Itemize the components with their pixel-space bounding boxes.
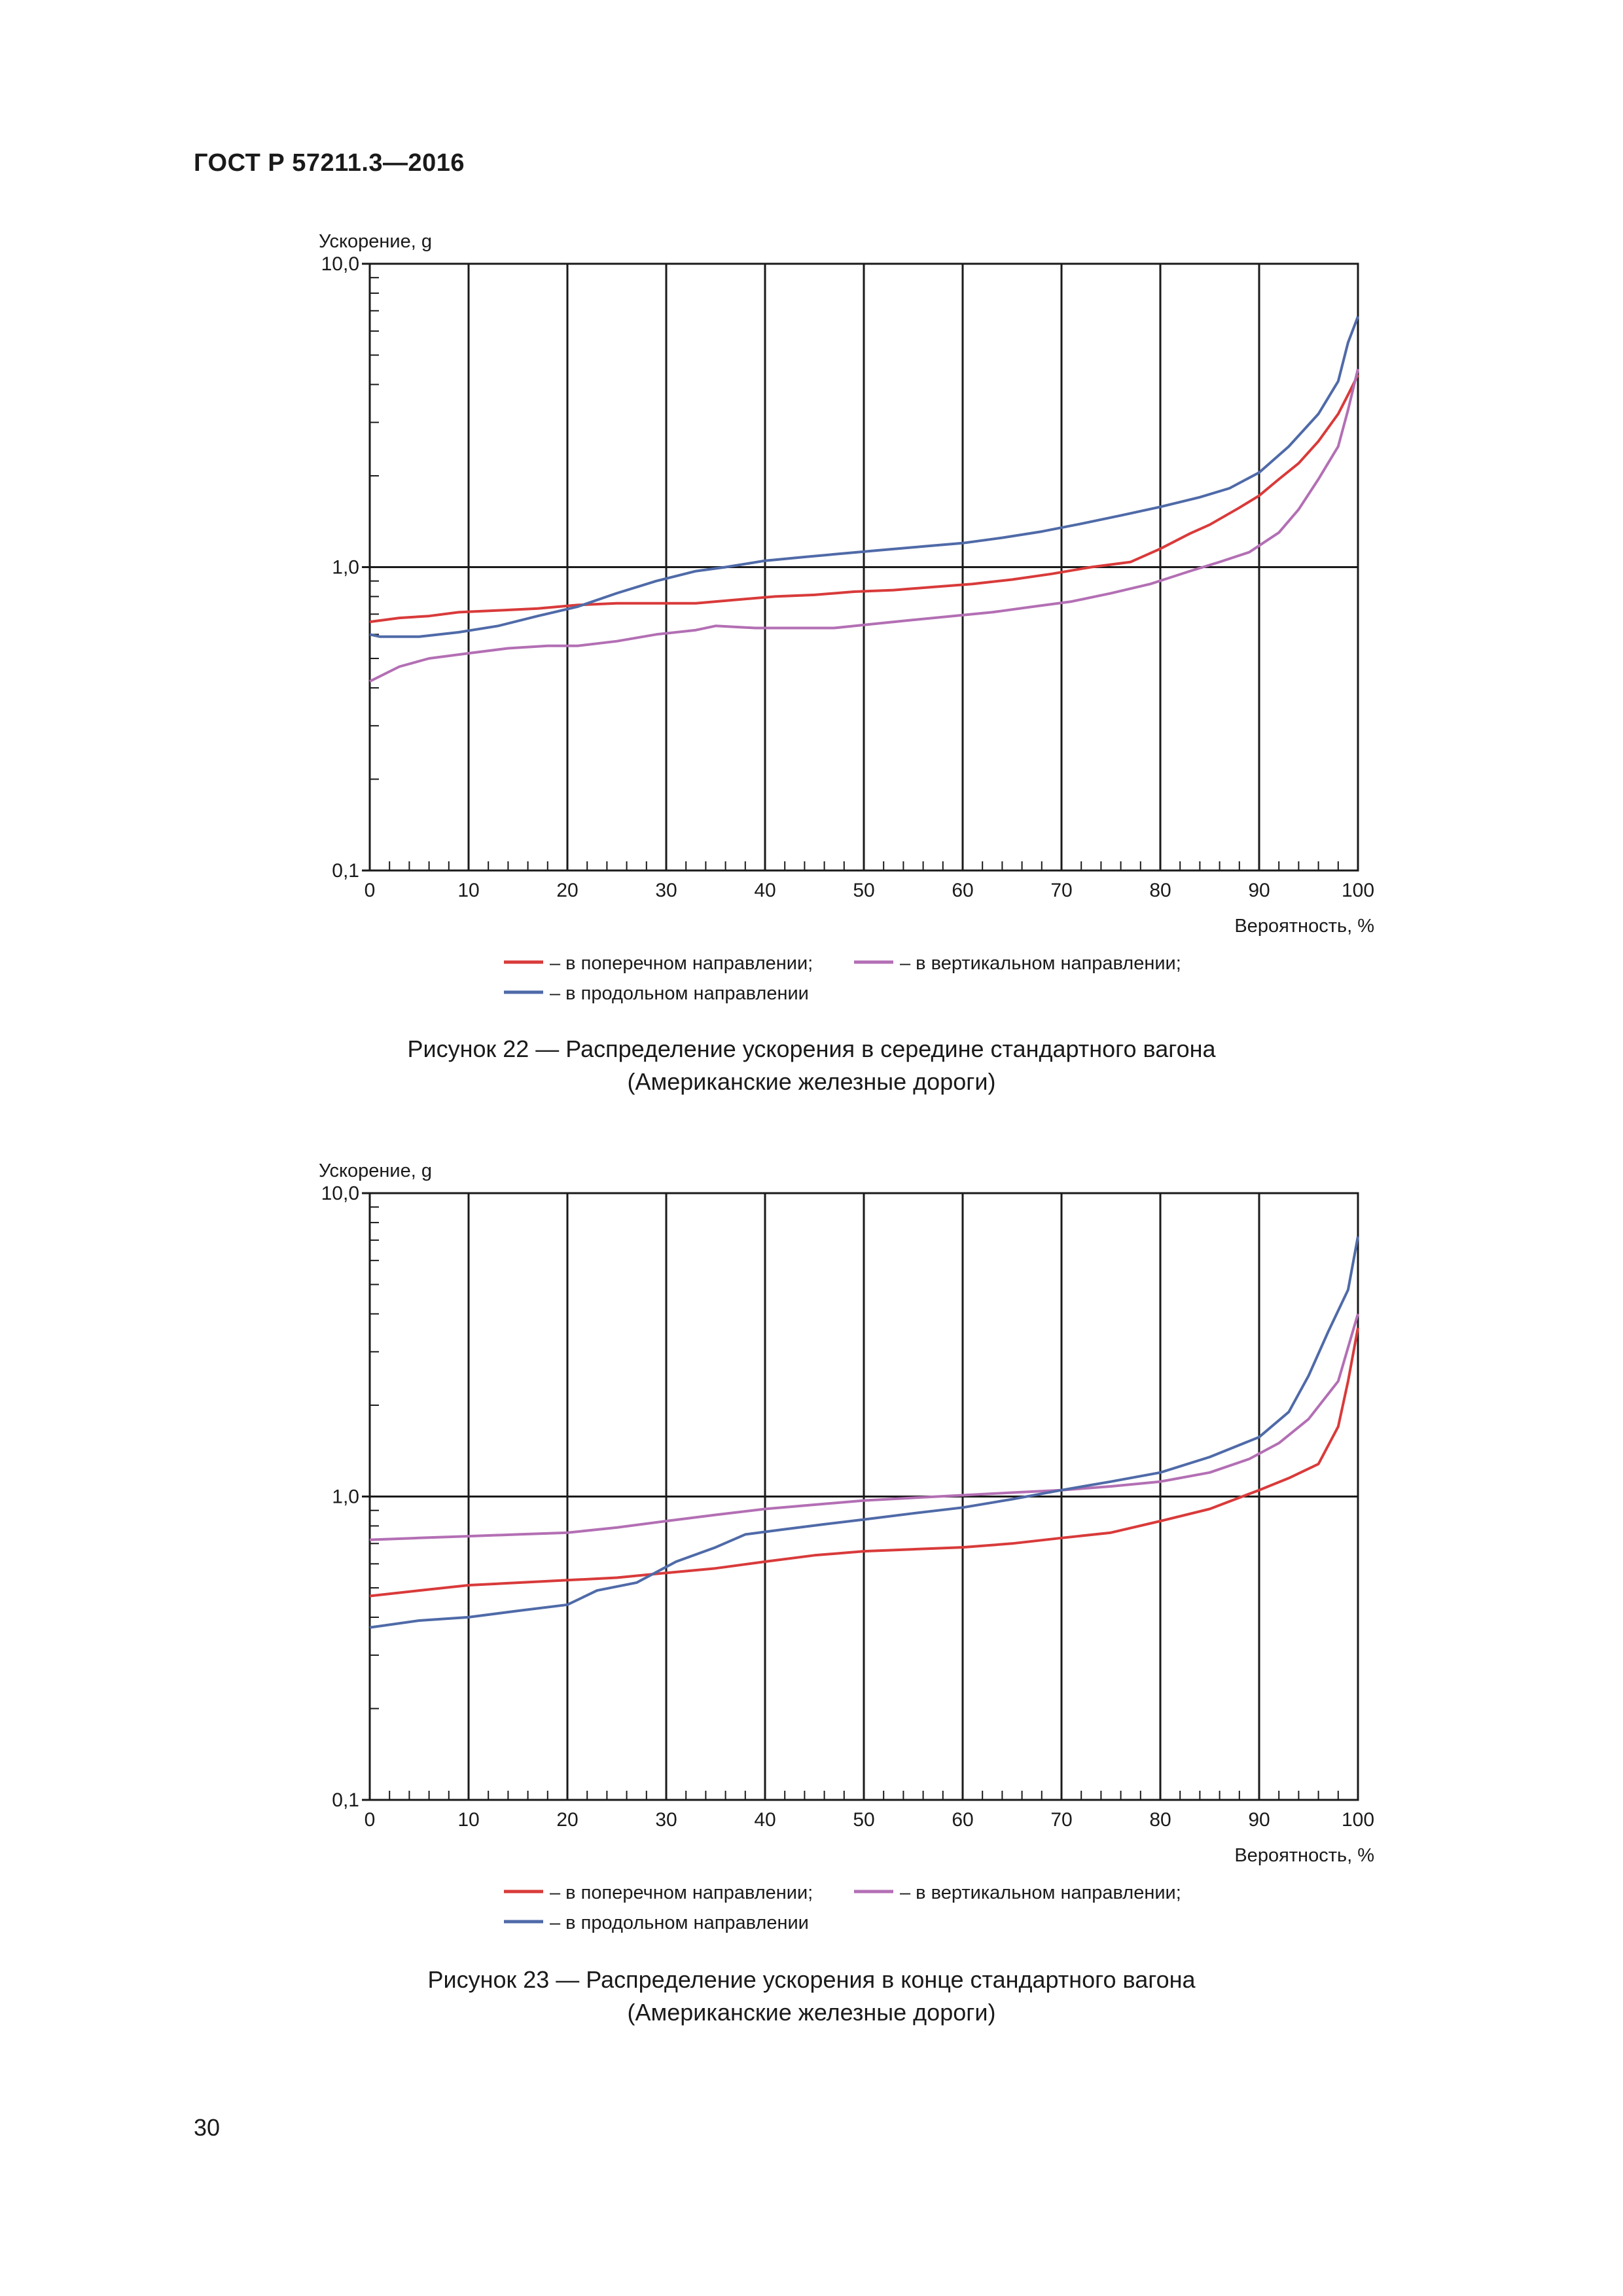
y-axis-label: Ускорение, g	[319, 1160, 432, 1181]
legend: – в поперечном направлении; – в вертикал…	[504, 1882, 1181, 1933]
caption-line-1: Рисунок 23 — Распределение ускорения в к…	[427, 1966, 1196, 1993]
document-header: ГОСТ Р 57211.3—2016	[194, 149, 465, 177]
x-tick-label: 20	[556, 880, 578, 901]
series-line-transverse	[369, 1327, 1359, 1598]
x-tick-label: 40	[754, 880, 776, 901]
legend: – в поперечном направлении; – в вертикал…	[504, 953, 1181, 1004]
y-axis-label: Ускорение, g	[319, 231, 432, 252]
y-tick-label: 10,0	[321, 253, 359, 275]
x-axis-label: Вероятность, %	[1234, 1845, 1374, 1866]
caption-line-2: (Американские железные дороги)	[627, 1999, 996, 2026]
caption-line-2: (Американские железные дороги)	[627, 1068, 996, 1095]
legend-label-transverse: – в поперечном направлении;	[550, 953, 813, 974]
plot-area: 0 10 20 30 40 50 60 70 80 90 100 10,0 1,0 0,1	[321, 1183, 1374, 1831]
x-tick-label: 50	[853, 1809, 874, 1831]
x-tick-label: 100	[1342, 880, 1374, 901]
figure-23-chart: Ускорение, g Вероятность, % 0 10 20 30 40 50 6…	[319, 1160, 1374, 1933]
legend-label-vertical: – в вертикальном направлении;	[900, 1882, 1181, 1903]
x-tick-label: 90	[1248, 880, 1270, 901]
series-line-vertical	[369, 1313, 1359, 1541]
x-tick-label: 70	[1050, 1809, 1072, 1831]
x-tick-label: 60	[952, 1809, 973, 1831]
x-tick-label: 30	[655, 880, 677, 901]
x-tick-label: 20	[556, 1809, 578, 1831]
legend-label-longitudinal: – в продольном направлении	[550, 983, 809, 1004]
y-tick-label: 0,1	[332, 1789, 359, 1811]
figure-23-caption: Рисунок 23 — Распределение ускорения в к…	[0, 1964, 1623, 2029]
series-line-longitudinal	[369, 315, 1359, 638]
series-line-transverse	[369, 374, 1359, 624]
y-tick-label: 0,1	[332, 860, 359, 882]
x-tick-label: 10	[457, 880, 479, 901]
x-tick-label: 30	[655, 1809, 677, 1831]
x-tick-label: 10	[457, 1809, 479, 1831]
y-tick-label: 10,0	[321, 1183, 359, 1204]
plot-area: 0 10 20 30 40 50 60 70 80 90 100 10,0 1,0 0,1	[321, 253, 1374, 901]
x-tick-label: 90	[1248, 1809, 1270, 1831]
x-tick-label: 100	[1342, 1809, 1374, 1831]
series-line-longitudinal	[369, 1236, 1359, 1629]
legend-label-vertical: – в вертикальном направлении;	[900, 953, 1181, 974]
figure-22-chart: Ускорение, g Вероятность, % 0 10 20 30 40 50 6…	[319, 231, 1374, 1004]
legend-label-transverse: – в поперечном направлении;	[550, 1882, 813, 1903]
x-axis-label: Вероятность, %	[1234, 916, 1374, 937]
x-tick-label: 0	[365, 1809, 376, 1831]
y-tick-label: 1,0	[332, 557, 359, 579]
legend-label-longitudinal: – в продольном направлении	[550, 1912, 809, 1933]
x-tick-label: 80	[1149, 880, 1171, 901]
y-tick-label: 1,0	[332, 1486, 359, 1508]
series-line-vertical	[369, 368, 1359, 683]
x-tick-label: 60	[952, 880, 973, 901]
figure-22-caption: Рисунок 22 — Распределение ускорения в с…	[0, 1033, 1623, 1098]
page-number: 30	[194, 2114, 221, 2141]
caption-line-1: Рисунок 22 — Распределение ускорения в с…	[407, 1035, 1216, 1062]
x-tick-label: 50	[853, 880, 874, 901]
x-tick-label: 0	[365, 880, 376, 901]
x-tick-label: 80	[1149, 1809, 1171, 1831]
x-tick-label: 40	[754, 1809, 776, 1831]
x-tick-label: 70	[1050, 880, 1072, 901]
